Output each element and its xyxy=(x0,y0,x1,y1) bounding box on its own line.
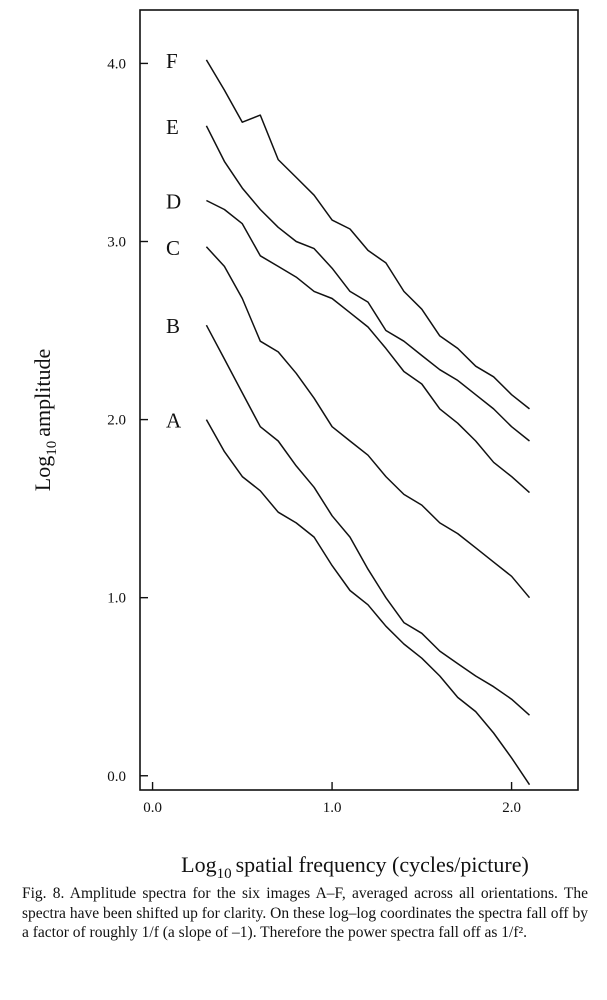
series-line xyxy=(205,125,530,442)
x-label-text: spatial frequency (cycles/picture) xyxy=(236,852,529,877)
series-line xyxy=(206,199,530,494)
x-tick-label: 0.0 xyxy=(143,800,162,816)
x-label-subscript: 10 xyxy=(217,866,232,880)
x-tick-label: 1.0 xyxy=(323,800,342,816)
chart: Log10 spatial frequency (cycles/picture) … xyxy=(30,9,579,880)
y-axis-label: Log10 amplitude xyxy=(30,349,60,491)
series-line xyxy=(205,419,531,786)
series-label: A xyxy=(166,409,182,433)
series-line xyxy=(205,59,530,410)
x-label-base: Log xyxy=(181,852,216,877)
caption: Fig. 8. Amplitude spectra for the six im… xyxy=(22,885,588,941)
y-label-base: Log xyxy=(30,456,55,491)
series-label: B xyxy=(166,314,180,338)
y-tick-label: 0.0 xyxy=(107,769,126,785)
series-label: F xyxy=(166,49,178,73)
series-label: E xyxy=(166,115,179,139)
y-tick-label: 4.0 xyxy=(107,56,126,72)
y-tick-label: 3.0 xyxy=(107,235,126,251)
y-label-text: amplitude xyxy=(30,349,55,437)
series-line xyxy=(205,246,531,599)
series-label: D xyxy=(166,190,181,214)
y-label-subscript: 10 xyxy=(44,441,60,456)
x-axis-label: Log10 spatial frequency (cycles/picture) xyxy=(181,852,529,880)
y-tick-label: 2.0 xyxy=(107,413,126,429)
y-tick-label: 1.0 xyxy=(107,591,126,607)
series-label: C xyxy=(166,236,180,260)
series-line xyxy=(205,324,530,716)
plot-frame xyxy=(139,9,579,791)
x-tick-label: 2.0 xyxy=(502,800,521,816)
